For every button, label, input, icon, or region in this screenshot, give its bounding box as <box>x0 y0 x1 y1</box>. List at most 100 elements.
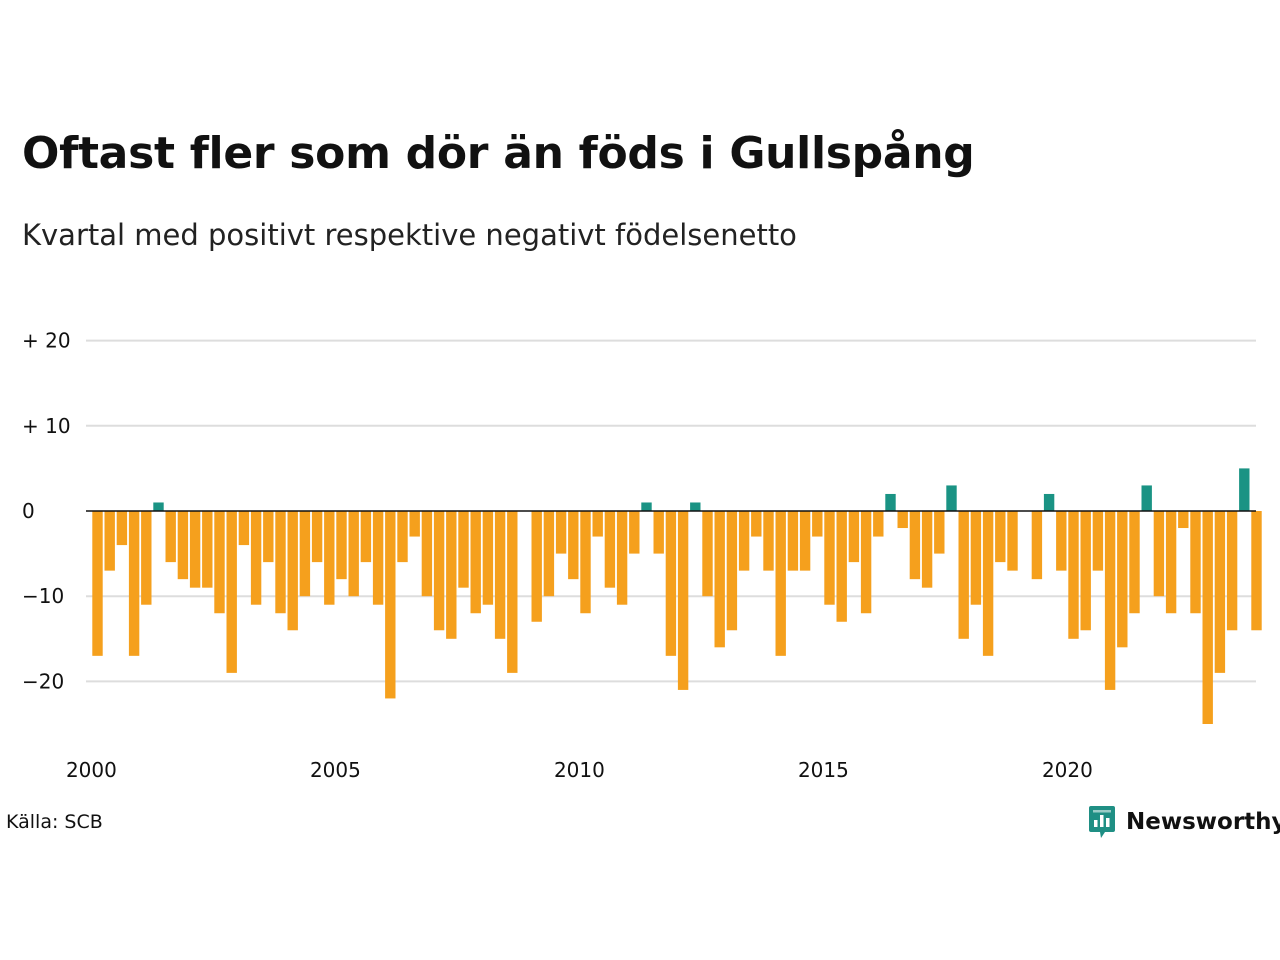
bar <box>1165 511 1177 614</box>
bar <box>458 511 469 588</box>
bar <box>848 511 860 563</box>
x-tick-label: 2015 <box>798 758 849 782</box>
bars <box>92 468 1262 724</box>
bar <box>641 502 652 511</box>
bar <box>165 511 176 563</box>
bar <box>421 511 433 597</box>
bar <box>214 511 225 614</box>
bar <box>311 511 323 563</box>
bar <box>824 511 835 605</box>
chart-title: Oftast fler som dör än föds i Gullspång <box>22 128 975 179</box>
bar <box>128 511 140 656</box>
bar <box>1068 511 1079 639</box>
bar <box>433 511 445 631</box>
bar <box>531 511 542 622</box>
bar <box>543 511 555 597</box>
x-tick-label: 2005 <box>310 758 361 782</box>
bar <box>751 511 762 537</box>
bar <box>702 511 713 597</box>
bar <box>970 511 982 605</box>
bar <box>1239 468 1250 511</box>
bar <box>1092 511 1104 571</box>
bar <box>690 502 701 511</box>
bar <box>202 511 213 588</box>
bar <box>299 511 311 597</box>
bar <box>1214 511 1226 673</box>
chart-subtitle: Kvartal med positivt respektive negativt… <box>22 218 797 252</box>
bar <box>946 485 957 511</box>
bar <box>616 511 628 605</box>
bar <box>1007 511 1018 571</box>
bar <box>726 511 738 631</box>
bar <box>263 511 274 563</box>
bar <box>812 511 823 537</box>
bar <box>116 511 128 546</box>
bar <box>738 511 750 571</box>
newsworthy-logo-icon <box>1089 806 1115 838</box>
bar <box>348 511 359 597</box>
bar <box>1226 511 1238 631</box>
bar <box>1129 511 1140 614</box>
x-tick-label: 2000 <box>66 758 117 782</box>
bar <box>1190 511 1201 614</box>
bar <box>470 511 481 614</box>
bar <box>885 493 896 511</box>
bar <box>1141 485 1152 511</box>
bar <box>665 511 677 656</box>
bar <box>921 511 933 588</box>
brand-logo[interactable]: Newsworthy <box>1088 804 1280 840</box>
bar <box>873 511 884 537</box>
bar <box>92 511 103 656</box>
bar <box>360 511 372 563</box>
bar <box>982 511 994 656</box>
bar <box>787 511 799 571</box>
bar <box>836 511 847 622</box>
bar <box>1251 511 1262 631</box>
bar <box>446 511 457 639</box>
bar <box>1153 511 1165 597</box>
bar <box>860 511 872 614</box>
bar <box>141 511 152 605</box>
bar <box>604 511 616 588</box>
bar <box>714 511 725 648</box>
bar <box>494 511 506 639</box>
bar <box>934 511 945 554</box>
bar <box>1104 511 1116 690</box>
bar <box>336 511 347 580</box>
y-tick-label: + 20 <box>22 329 71 353</box>
bar <box>372 511 384 605</box>
bar <box>909 511 921 580</box>
bar <box>677 511 689 690</box>
bar <box>189 511 201 588</box>
bar <box>763 511 774 571</box>
bar <box>555 511 567 554</box>
bar <box>238 511 250 546</box>
bar <box>1080 511 1091 631</box>
bar <box>653 511 664 554</box>
bar <box>592 511 603 537</box>
y-axis-labels: + 20 + 10 0 −10 −20 <box>22 329 71 694</box>
y-tick-label: −20 <box>22 669 64 693</box>
bar <box>799 511 811 571</box>
bar <box>275 511 286 614</box>
y-tick-label: −10 <box>22 584 64 608</box>
x-tick-label: 2010 <box>554 758 605 782</box>
bar <box>568 511 579 580</box>
bar <box>409 511 420 537</box>
bar <box>629 511 640 554</box>
bar <box>1178 511 1189 529</box>
bar <box>1043 493 1055 511</box>
x-tick-label: 2020 <box>1042 758 1093 782</box>
bar <box>287 511 298 631</box>
bar <box>104 511 115 571</box>
bar <box>897 511 908 529</box>
bar <box>1117 511 1128 648</box>
bar <box>580 511 591 614</box>
source-note: Källa: SCB <box>6 811 103 833</box>
bar <box>153 502 164 511</box>
x-axis-labels: 2000 2005 2010 2015 2020 <box>66 758 1093 782</box>
bar <box>397 511 408 563</box>
bar <box>177 511 189 580</box>
brand-name: Newsworthy <box>1126 809 1280 835</box>
